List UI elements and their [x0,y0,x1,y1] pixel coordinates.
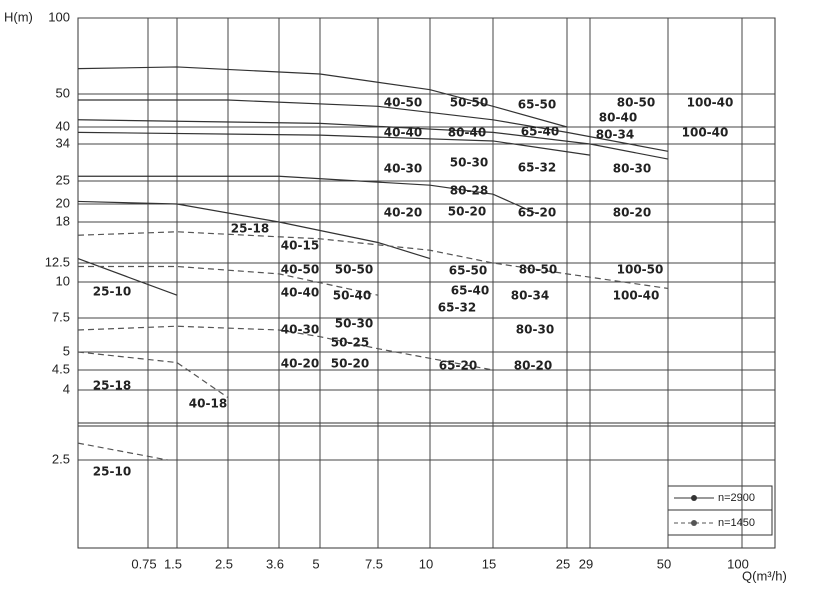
region-label: 80-30 [613,162,651,176]
y-tick-label: 100 [48,9,70,24]
region-label: 80-20 [613,206,651,220]
region-label: 80-28 [450,184,488,198]
y-tick-label: 25 [56,172,70,187]
plot-frame [77,17,776,549]
region-label: 40-40 [384,126,422,140]
region-label: 40-20 [281,357,319,371]
region-label: 65-40 [451,284,489,298]
region-label: 65-20 [439,359,477,373]
y-tick-label: 2.5 [52,451,70,466]
y-tick-label: 34 [56,135,70,150]
y-axis-label: H(m) [4,9,33,24]
region-label: 50-20 [448,205,486,219]
curve [77,200,431,260]
region-label: 40-15 [281,239,319,253]
region-label: 40-18 [189,397,227,411]
curve [77,325,494,371]
region-label: 80-34 [511,289,549,303]
region-label: 40-40 [281,286,319,300]
curve [77,231,669,290]
region-label: 80-40 [599,111,637,125]
region-label: 80-40 [448,126,486,140]
x-tick-label: 1.5 [164,556,182,571]
region-label: 50-25 [331,336,369,350]
curve [78,99,669,152]
region-label: 80-20 [514,359,552,373]
region-label: 50-30 [335,317,373,331]
x-tick-label: 2.5 [215,556,233,571]
y-tick-label: 50 [56,85,70,100]
x-tick-label: 7.5 [365,556,383,571]
legend-label: n=2900 [718,492,755,504]
curve [77,442,168,461]
region-label: 50-50 [335,263,373,277]
y-tick-label: 20 [56,195,70,210]
region-label: 100-50 [617,263,664,277]
x-tick-label: 29 [579,556,593,571]
region-label: 25-18 [93,379,131,393]
region-label: 80-34 [596,128,634,142]
region-label: 65-40 [521,125,559,139]
region-label: 80-50 [617,96,655,110]
curve [77,258,178,296]
curve [77,119,669,160]
x-tick-label: 50 [657,556,671,571]
x-axis-label: Q(m³/h) [742,568,787,583]
region-label: 100-40 [687,96,734,110]
y-tick-label: 10 [56,273,70,288]
y-tick-label: 18 [56,213,70,228]
region-label: 80-30 [516,323,554,337]
y-tick-label: 4 [63,381,70,396]
region-label: 65-50 [518,98,556,112]
curve [77,66,568,128]
region-label: 40-50 [281,263,319,277]
region-label: 65-32 [438,301,476,315]
region-label: 40-20 [384,206,422,220]
y-tick-label: 4.5 [52,361,70,376]
legend-marker [691,520,697,526]
region-label: 25-10 [93,285,131,299]
region-label: 80-50 [519,263,557,277]
region-label: 100-40 [682,126,729,140]
region-label: 40-50 [384,96,422,110]
y-tick-label: 40 [56,118,70,133]
region-label: 40-30 [384,162,422,176]
region-label: 50-40 [333,289,371,303]
region-label: 40-30 [281,323,319,337]
x-tick-label: 15 [482,556,496,571]
region-label: 65-20 [518,206,556,220]
region-label: 50-20 [331,357,369,371]
y-tick-label: 7.5 [52,309,70,324]
y-tick-label: 5 [63,343,70,358]
curve [77,351,229,399]
legend-label: n=1450 [718,517,755,529]
region-label: 50-30 [450,156,488,170]
region-label: 100-40 [613,289,660,303]
legend-marker [691,495,697,501]
x-tick-label: 5 [312,556,319,571]
curve [78,265,379,296]
x-tick-label: 100 [727,556,749,571]
region-label: 25-18 [231,222,269,236]
y-tick-label: 12.5 [45,254,70,269]
region-label: 25-10 [93,465,131,479]
x-tick-label: 3.6 [266,556,284,571]
x-tick-label: 0.75 [131,556,156,571]
region-label: 50-50 [450,96,488,110]
region-label: 65-50 [449,264,487,278]
curve [77,131,591,156]
x-tick-label: 10 [419,556,433,571]
x-tick-label: 25 [556,556,570,571]
region-label: 65-32 [518,161,556,175]
curve [78,175,535,214]
